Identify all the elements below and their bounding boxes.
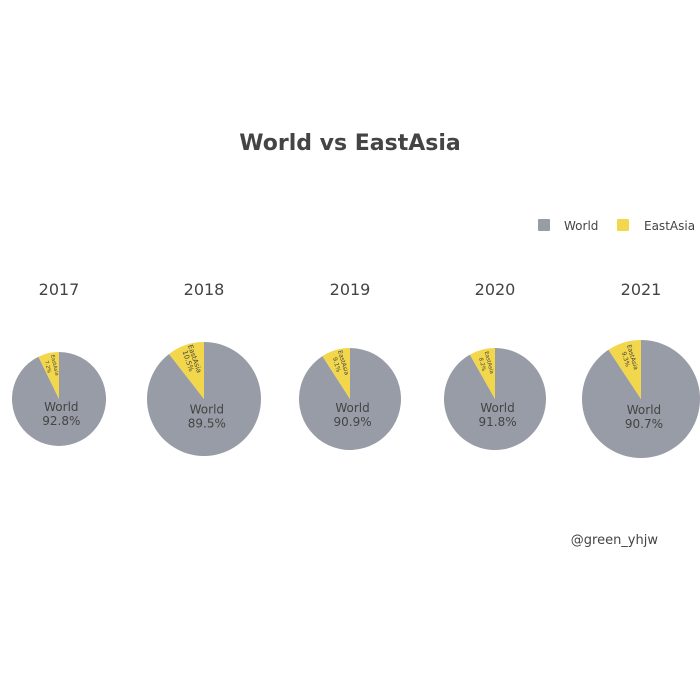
pie-slice-eastasia (608, 339, 641, 399)
pie-year-label: 2019 (330, 280, 371, 299)
chart-title: World vs EastAsia (239, 131, 460, 156)
pie-slice-eastasia (322, 348, 350, 399)
legend-label-eastasia: EastAsia (644, 219, 695, 233)
legend-swatch-world (538, 219, 550, 231)
credit-text: @green_yhjw (571, 533, 659, 548)
pie-label-world: World 90.7% (625, 403, 663, 431)
pie-label-eastasia: EastAsia8.2% (476, 351, 494, 376)
pie-slice-eastasia (38, 352, 59, 399)
pie-slice-eastasia (169, 342, 204, 399)
pie-year-label: 2021 (621, 280, 662, 299)
pie-label-world: World 91.8% (478, 401, 516, 429)
pie-year-label: 2020 (475, 280, 516, 299)
pie-slice-world (581, 340, 700, 458)
pie-year-label: 2017 (39, 280, 80, 299)
pie-group: 2017 World 92.8% EastAsia7.2% 2018 World 89.5%… (12, 280, 700, 458)
pie-slice-world (298, 348, 401, 450)
pie-slice-world (146, 342, 261, 456)
pie-label-eastasia: EastAsia7.2% (42, 354, 59, 378)
pie-slice-world (12, 352, 107, 446)
pie-slice-eastasia (469, 348, 495, 399)
pie-slice-world (443, 348, 546, 451)
pie-label-world: World 89.5% (188, 402, 226, 430)
pie-year-label: 2018 (184, 280, 225, 299)
legend-label-world: World (564, 219, 598, 233)
legend-swatch-eastasia (617, 219, 629, 231)
pie-2020: 2020 World 91.8% EastAsia8.2% (443, 280, 546, 451)
pie-2017: 2017 World 92.8% EastAsia7.2% (12, 280, 107, 446)
pie-label-world: World 92.8% (42, 400, 80, 428)
pie-label-world: World 90.9% (333, 401, 371, 429)
legend: World EastAsia (538, 219, 695, 233)
